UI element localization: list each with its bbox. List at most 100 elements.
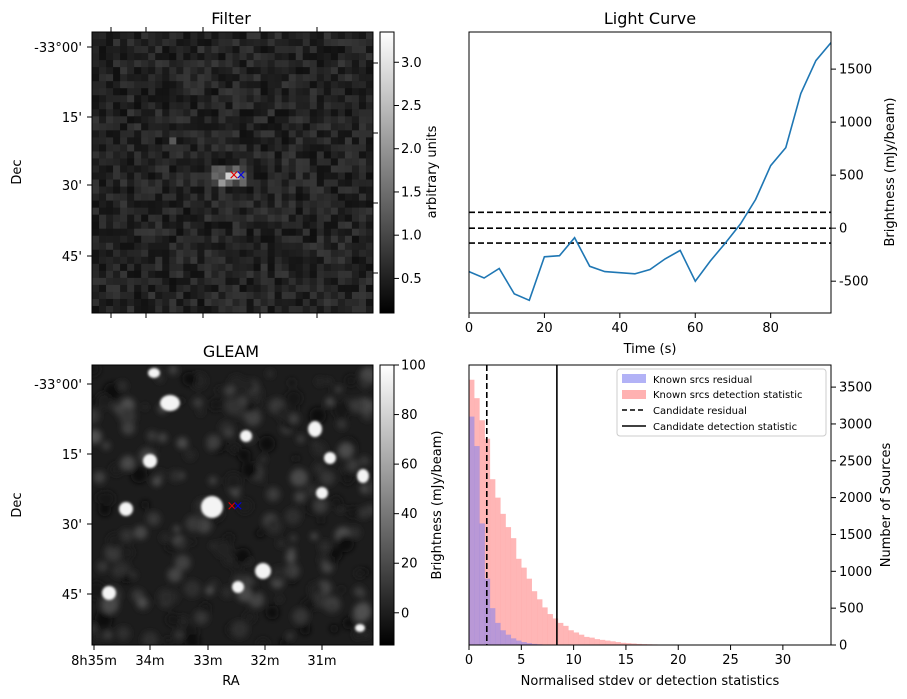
residual-bar xyxy=(505,634,512,645)
gleam-xlabel: RA xyxy=(222,674,240,689)
detection-bar xyxy=(625,643,632,645)
gleam-marker-red: × xyxy=(227,499,238,514)
filter-marker-red: × xyxy=(229,168,240,183)
x-tick-label: 25 xyxy=(722,653,739,668)
y-tick-label: 1000 xyxy=(839,116,872,131)
detection-bar xyxy=(547,614,553,645)
x-tick-label: 5 xyxy=(517,653,525,668)
detection-bar xyxy=(631,643,637,645)
y-tick-label: 1000 xyxy=(839,565,872,580)
detection-bar xyxy=(557,622,564,645)
detection-bar xyxy=(589,637,595,645)
colorbar-tick-label: 40 xyxy=(401,507,418,522)
y-tick-label: 2500 xyxy=(839,454,872,469)
detection-bar xyxy=(531,591,538,645)
y-tick-label: 2000 xyxy=(839,491,872,506)
y-tick-label: -500 xyxy=(839,275,869,290)
x-tick-label: 0 xyxy=(465,653,473,668)
legend-swatch-detection xyxy=(622,390,646,399)
gleam-ra-tick-label: 32m xyxy=(250,654,279,669)
gleam-ra-tick-label: 34m xyxy=(135,654,164,669)
detection-bar xyxy=(584,636,590,645)
lightcurve-frame xyxy=(468,31,832,314)
y-tick-label: 3000 xyxy=(839,417,872,432)
filter-panel: Filter × × -33°00' 15' 30' 45' Dec xyxy=(10,9,378,318)
filter-dec-tick-label: 45' xyxy=(62,250,82,265)
legend-label-candidate-detection: Candidate detection statistic xyxy=(653,422,797,433)
legend-label-detection: Known srcs detection statistic xyxy=(653,390,802,401)
legend-swatch-residual xyxy=(622,374,646,383)
detection-bar xyxy=(542,607,548,645)
colorbar-tick-label: 0 xyxy=(401,606,409,621)
detection-bar xyxy=(568,630,574,645)
detection-bar xyxy=(636,643,642,645)
histogram-frame xyxy=(468,364,832,646)
x-tick-label: 30 xyxy=(775,653,792,668)
lightcurve-panel: Light Curve 0 20 40 60 80 -500 0 500 1000 1500 Ti… xyxy=(465,9,898,357)
filter-colorbar-label: arbitrary units xyxy=(425,125,440,218)
filter-marker-blue: × xyxy=(236,168,247,183)
legend-label-candidate-residual: Candidate residual xyxy=(653,406,747,417)
detection-bar xyxy=(537,599,543,645)
gleam-panel: GLEAM × × -33°00' 15' 30' 45' 8h35m 34m xyxy=(10,342,374,689)
y-tick-label: 500 xyxy=(839,169,864,184)
residual-bar xyxy=(495,622,501,645)
residual-bar xyxy=(474,446,480,645)
detection-bar xyxy=(610,641,616,645)
residual-bar xyxy=(469,416,475,645)
x-tick-label: 20 xyxy=(670,653,687,668)
detection-bar xyxy=(599,639,606,645)
filter-ra-ticks xyxy=(110,27,378,318)
detection-bar xyxy=(521,567,527,645)
histogram-xlabel: Normalised stdev or detection statistics xyxy=(521,674,780,689)
y-tick-label: 0 xyxy=(839,639,847,654)
detection-bar xyxy=(620,642,627,645)
detection-bar xyxy=(615,642,621,645)
filter-dec-tick-label: 30' xyxy=(62,179,82,194)
lightcurve-xlabel: Time (s) xyxy=(623,342,677,357)
histogram-ylabel: Number of Sources xyxy=(879,443,894,568)
filter-frame xyxy=(91,31,374,314)
detection-bar xyxy=(516,558,522,645)
residual-bar xyxy=(510,638,517,645)
detection-bar xyxy=(594,639,600,645)
colorbar-tick-label: 3.0 xyxy=(401,56,422,71)
detection-bar xyxy=(489,479,496,645)
detection-bar xyxy=(605,640,611,645)
colorbar-tick-label: 1.5 xyxy=(401,185,422,200)
x-tick-label: 80 xyxy=(762,321,779,336)
x-tick-label: 40 xyxy=(612,321,629,336)
gleam-ylabel: Dec xyxy=(10,492,25,517)
colorbar-tick-label: 60 xyxy=(401,458,418,473)
detection-bar xyxy=(505,527,512,645)
detection-bar xyxy=(573,632,580,645)
residual-bar xyxy=(489,608,496,645)
residual-bar xyxy=(521,642,527,645)
colorbar-tick-label: 1.0 xyxy=(401,229,422,244)
legend-label-residual: Known srcs residual xyxy=(653,375,752,386)
filter-dec-tick-label: 15' xyxy=(62,111,82,126)
colorbar-tick-label: 2.0 xyxy=(401,142,422,157)
residual-bar xyxy=(516,640,522,645)
y-tick-label: 1500 xyxy=(839,63,872,78)
y-tick-label: 500 xyxy=(839,602,864,617)
y-tick-label: 3500 xyxy=(839,381,872,396)
gleam-dec-tick-label: 15' xyxy=(62,448,82,463)
histogram-panel: 0 5 10 15 20 25 30 0 500 1000 1500 2000 2500 3000 3500… xyxy=(465,364,894,689)
detection-bar xyxy=(510,538,517,645)
gleam-dec-tick-label: 30' xyxy=(62,518,82,533)
residual-bar xyxy=(526,643,532,645)
colorbar-tick-label: 2.5 xyxy=(401,99,422,114)
gleam-frame xyxy=(91,364,374,646)
residual-bar xyxy=(500,630,506,645)
detection-bar xyxy=(495,497,501,645)
y-tick-label: 1500 xyxy=(839,528,872,543)
filter-dec-ticks: -33°00' 15' 30' 45' xyxy=(34,41,92,265)
filter-image xyxy=(92,32,373,313)
gleam-ra-tick-label: 8h35m xyxy=(71,654,117,669)
x-tick-label: 20 xyxy=(536,321,553,336)
gleam-colorbar: 0 20 40 60 80 100 Brightness (mJy/beam) xyxy=(379,359,445,646)
histogram-legend: Known srcs residual Known srcs detection… xyxy=(616,368,827,437)
gleam-colorbar-label: Brightness (mJy/beam) xyxy=(430,431,445,580)
